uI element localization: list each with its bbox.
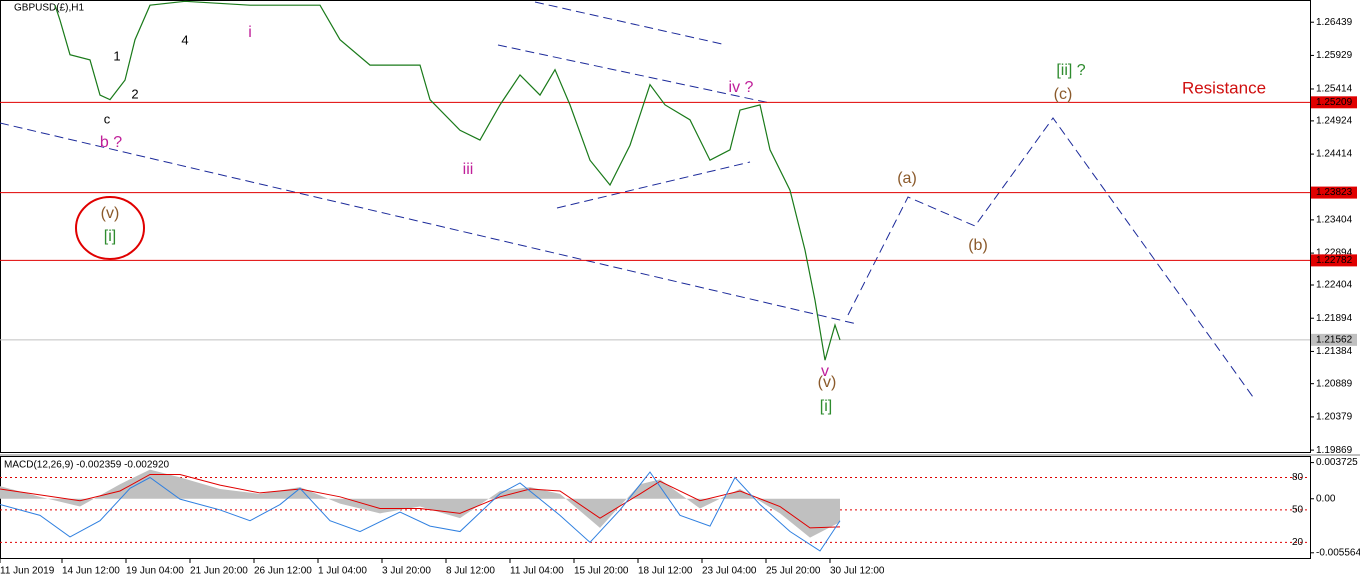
wave-label: [i] — [820, 398, 832, 415]
y-tick-label: 1.20889 — [1316, 378, 1353, 389]
wave-label: Resistance — [1182, 78, 1266, 97]
x-tick-label: 3 Jul 20:00 — [382, 566, 431, 577]
wave-label: b ? — [100, 134, 122, 151]
wave-label: (v) — [101, 205, 120, 222]
y-tick-label: 1.21384 — [1316, 346, 1353, 357]
y-tick-label: 1.19869 — [1316, 445, 1353, 456]
wave-label: 1 — [113, 48, 120, 63]
wave-label: 4 — [181, 32, 188, 47]
y-tick-label: 1.25929 — [1316, 50, 1353, 61]
projection-path — [847, 117, 1254, 398]
trend-lines — [0, 1, 1254, 398]
y-tick-label: 1.21894 — [1316, 313, 1353, 324]
y-tick-label: 1.20379 — [1316, 412, 1353, 423]
wave-label: i — [248, 24, 252, 41]
y-tick-label: -0.005564 — [1316, 547, 1360, 558]
x-tick-label: 26 Jun 12:00 — [254, 566, 312, 577]
indicator-panel — [0, 456, 1311, 559]
y-tick-label: 1.22894 — [1316, 248, 1353, 259]
channel-line — [0, 122, 858, 325]
indicator-title: MACD(12,26,9) -0.002359 -0.002920 — [4, 460, 170, 471]
highlight-circle — [75, 196, 145, 260]
y-tick-label: 1.23404 — [1316, 215, 1353, 226]
level-label: 1.22782 — [1316, 255, 1353, 266]
y-tick-label: 1.25414 — [1316, 84, 1353, 95]
level-label-box — [1311, 96, 1357, 109]
x-tick-label: 11 Jun 2019 — [0, 566, 55, 577]
y2-tick-label: 50 — [1292, 505, 1304, 516]
x-tick-label: 15 Jul 20:00 — [574, 566, 629, 577]
level-label-box — [1311, 186, 1357, 199]
macd-histogram — [0, 469, 840, 538]
level-label-box — [1311, 254, 1357, 267]
y-tick-label: 0.00 — [1316, 493, 1336, 504]
x-tick-label: 1 Jul 04:00 — [318, 566, 367, 577]
wave-label: [i] — [104, 228, 116, 245]
wave-label: (c) — [1054, 86, 1073, 103]
y-tick-label: 1.24924 — [1316, 116, 1353, 127]
y-tick-label: 0.003725 — [1316, 457, 1358, 468]
wave-label: (a) — [897, 170, 917, 187]
wave-label: v — [821, 363, 829, 380]
level-label: 1.23823 — [1316, 187, 1353, 198]
x-tick-label: 11 Jul 04:00 — [510, 566, 564, 577]
y-tick-label: 1.22404 — [1316, 280, 1353, 291]
x-tick-label: 30 Jul 12:00 — [830, 566, 885, 577]
x-tick-label: 14 Jun 12:00 — [62, 566, 120, 577]
signal-line — [0, 473, 841, 529]
price-line — [54, 0, 841, 361]
level-label: 1.25209 — [1316, 97, 1353, 108]
x-tick-label: 19 Jun 04:00 — [126, 566, 184, 577]
x-tick-label: 25 Jul 20:00 — [766, 566, 821, 577]
wave-label: c — [104, 111, 111, 126]
y2-tick-label: 80 — [1292, 472, 1304, 483]
level-label: 1.21562 — [1316, 334, 1353, 345]
y-tick-label: 1.24414 — [1316, 149, 1353, 160]
price-panel — [0, 0, 1311, 453]
x-tick-label: 8 Jul 12:00 — [446, 566, 495, 577]
triangle-line — [556, 161, 751, 209]
channel-line — [534, 1, 723, 45]
wave-label: 2 — [131, 86, 138, 101]
wave-label: (b) — [968, 237, 988, 254]
wave-label: [ii] ? — [1056, 62, 1085, 79]
oscillator-line — [0, 471, 841, 552]
wave-label: iv ? — [729, 79, 754, 96]
wave-label: (v) — [818, 374, 837, 391]
level-label-box — [1311, 333, 1357, 346]
x-tick-label: 21 Jun 20:00 — [190, 566, 248, 577]
channel-line — [497, 44, 771, 104]
x-tick-label: 23 Jul 04:00 — [702, 566, 757, 577]
x-tick-label: 18 Jul 12:00 — [638, 566, 693, 577]
y2-tick-label: 20 — [1292, 537, 1304, 548]
wave-label: iii — [463, 161, 474, 178]
y-tick-label: 1.26439 — [1316, 17, 1353, 28]
chart-title: GBPUSD(£),H1 — [14, 3, 84, 14]
